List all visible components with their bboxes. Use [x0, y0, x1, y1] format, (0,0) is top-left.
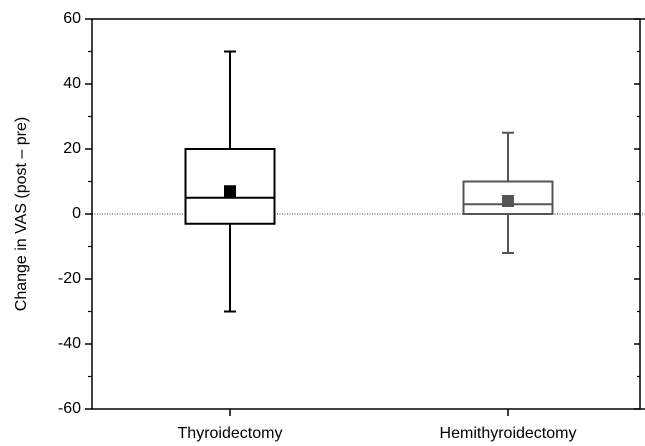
y-tick-label: -40: [58, 335, 81, 352]
y-axis-label: Change in VAS (post – pre): [13, 117, 30, 311]
x-tick-label: Hemithyroidectomy: [440, 425, 577, 442]
y-tick-label: -60: [58, 400, 81, 417]
mean-marker: [224, 185, 236, 198]
y-tick-label: 40: [63, 75, 81, 92]
y-tick-label: -20: [58, 270, 81, 287]
y-tick-label: 20: [63, 140, 81, 157]
y-tick-label: 0: [72, 205, 81, 222]
x-tick-label: Thyroidectomy: [178, 425, 283, 442]
mean-marker: [502, 195, 514, 207]
y-tick-label: 60: [63, 10, 81, 27]
